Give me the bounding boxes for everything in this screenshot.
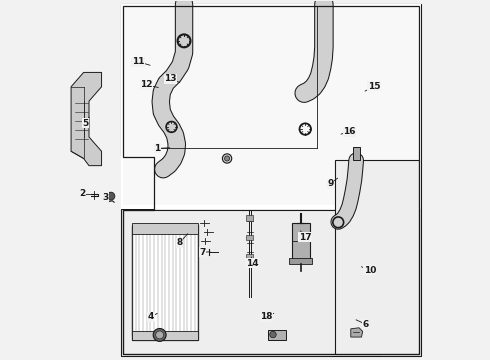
Text: 15: 15 [368, 82, 380, 91]
Text: 4: 4 [148, 312, 154, 321]
Polygon shape [122, 4, 421, 209]
Bar [353, 147, 361, 160]
Text: 18: 18 [260, 312, 273, 321]
Text: 3: 3 [103, 193, 109, 202]
Bar [292, 223, 310, 259]
Text: 13: 13 [164, 75, 177, 84]
Text: 5: 5 [82, 119, 89, 128]
Circle shape [224, 156, 230, 161]
Text: 10: 10 [364, 266, 376, 275]
Circle shape [107, 192, 115, 200]
Text: 7: 7 [199, 248, 206, 257]
Text: 14: 14 [246, 259, 259, 268]
Text: 11: 11 [132, 57, 145, 66]
Circle shape [222, 154, 232, 163]
Polygon shape [335, 160, 419, 354]
Circle shape [270, 331, 276, 338]
Bar [246, 234, 252, 240]
Bar [246, 254, 252, 260]
Bar [132, 225, 198, 339]
Text: 8: 8 [176, 238, 183, 247]
Circle shape [156, 331, 164, 339]
Text: 2: 2 [79, 189, 86, 198]
Polygon shape [123, 6, 419, 205]
Text: 9: 9 [327, 179, 334, 188]
Polygon shape [123, 211, 381, 354]
Text: 6: 6 [363, 320, 368, 329]
Bar [269, 329, 286, 339]
Text: 16: 16 [343, 127, 356, 136]
Bar [132, 330, 198, 339]
Polygon shape [71, 72, 101, 166]
Bar [246, 215, 252, 221]
Text: 1: 1 [154, 144, 160, 153]
Circle shape [153, 328, 166, 341]
Bar [132, 223, 198, 234]
Polygon shape [122, 4, 421, 356]
Text: 17: 17 [299, 233, 312, 242]
Polygon shape [351, 328, 363, 337]
Bar [289, 258, 313, 264]
Text: 12: 12 [140, 81, 152, 90]
